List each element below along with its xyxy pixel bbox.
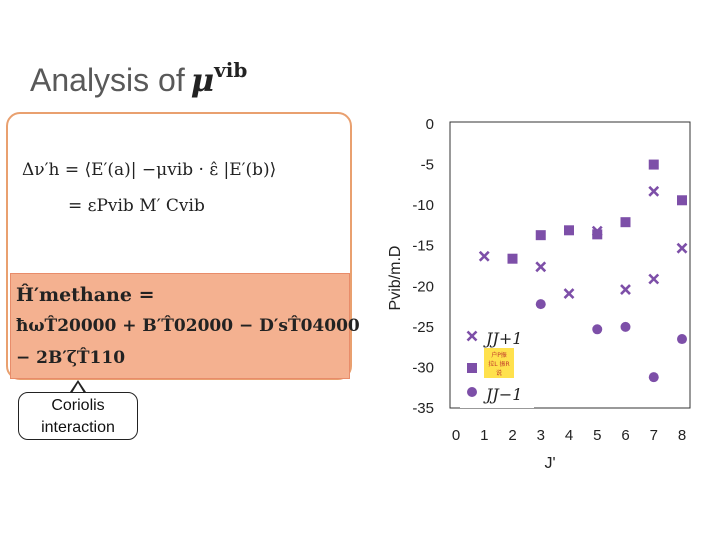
- point-x: [648, 185, 660, 197]
- title-symbol: μ: [190, 61, 215, 99]
- point-x: [478, 250, 490, 262]
- slide-title: Analysis of μvib: [30, 58, 247, 99]
- x-tick-label: 2: [508, 427, 516, 444]
- legend-marker-x: [466, 330, 478, 342]
- x-tick-label: 0: [452, 427, 460, 444]
- hamiltonian-line-1: Ĥ′methane =: [16, 284, 155, 306]
- callout-line-2: interaction: [41, 419, 115, 436]
- y-tick-label: -15: [412, 238, 434, 255]
- point-square: [507, 253, 518, 264]
- callout-line-1: Coriolis: [51, 397, 105, 414]
- title-text: Analysis of: [30, 62, 185, 98]
- y-tick-label: 0: [426, 116, 434, 133]
- x-axis-title: J': [544, 455, 555, 472]
- legend-badge: [484, 348, 514, 378]
- point-square: [592, 229, 603, 240]
- point-circle: [648, 372, 659, 383]
- legend-label: JJ+1: [483, 329, 522, 348]
- scatter-chart: 0 -5 -10 -15 -20 -25 -30 -35 0 1 2 3 4 5 6 7 8 J' Pvib/…: [387, 116, 691, 472]
- point-circle: [535, 299, 546, 310]
- point-circle: [677, 334, 687, 345]
- legend-item: JJ+1: [466, 329, 522, 348]
- legend-item: JJ−1: [467, 385, 522, 404]
- y-tick-label: -35: [412, 400, 434, 417]
- equation-line-1: Δν′h = ⟨E′(a)| −μvib · ε̂ |E′(b)⟩: [22, 160, 277, 180]
- y-tick-label: -20: [412, 278, 434, 295]
- x-tick-label: 6: [621, 427, 629, 444]
- legend-marker-circle: [467, 387, 477, 397]
- y-tick-label: -30: [412, 359, 434, 376]
- point-square: [648, 159, 659, 170]
- legend-marker-square: [467, 363, 477, 373]
- title-superscript: vib: [214, 58, 248, 82]
- y-tick-labels: 0 -5 -10 -15 -20 -25 -30 -35: [412, 116, 434, 417]
- point-x: [563, 288, 575, 300]
- point-circle: [620, 321, 631, 332]
- equation-line-2: = εPvib M′ Cvib: [68, 196, 205, 216]
- data-points: [478, 159, 688, 383]
- callout-pointer-fill: [72, 383, 84, 393]
- x-tick-label: 8: [678, 427, 686, 444]
- point-square: [620, 217, 631, 228]
- point-square: [564, 225, 574, 236]
- point-circle: [592, 324, 603, 335]
- x-tick-label: 1: [480, 427, 488, 444]
- x-tick-labels: 0 1 2 3 4 5 6 7 8: [452, 427, 686, 444]
- x-tick-label: 7: [650, 427, 658, 444]
- point-square: [677, 195, 687, 206]
- y-axis-title: Pvib/m.D: [387, 246, 404, 311]
- point-x: [535, 261, 547, 273]
- legend-item: [467, 363, 477, 373]
- point-x: [648, 273, 660, 285]
- legend-badge-text: 说: [496, 369, 502, 377]
- y-tick-label: -25: [412, 319, 434, 336]
- point-square: [535, 230, 546, 241]
- hamiltonian-line-2: ħωT̂20000 + B′T̂02000 − D′sT̂04000: [16, 316, 360, 336]
- hamiltonian-line-3: − 2B′ζT̂110: [16, 348, 126, 368]
- y-tick-label: -10: [412, 197, 434, 214]
- coriolis-callout: Coriolis interaction: [18, 392, 138, 440]
- x-tick-label: 3: [537, 427, 545, 444]
- legend-label: JJ−1: [483, 385, 522, 404]
- x-tick-label: 4: [565, 427, 573, 444]
- point-x: [620, 284, 631, 295]
- hamiltonian-box: [10, 273, 350, 379]
- x-tick-label: 5: [593, 427, 601, 444]
- y-tick-label: -5: [421, 157, 434, 174]
- legend-badge-text: 户P振: [491, 351, 507, 359]
- point-x: [676, 242, 688, 254]
- legend-badge-text: 拉L 振R: [488, 360, 509, 368]
